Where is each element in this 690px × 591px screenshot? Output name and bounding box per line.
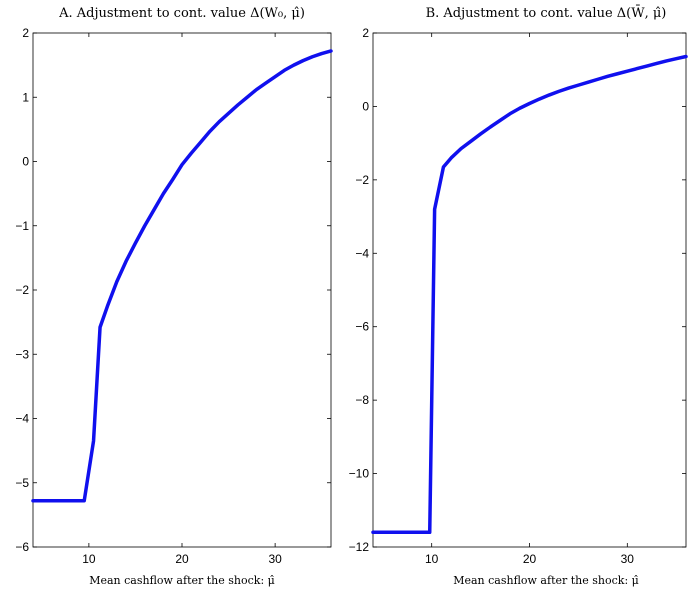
panel-b-series-line (371, 54, 688, 535)
y-tick-label: −6 (15, 540, 29, 554)
x-tick-label: 30 (268, 552, 282, 566)
y-tick-label: −2 (15, 283, 29, 297)
y-tick-label: 0 (22, 155, 29, 169)
x-tick-label: 20 (523, 552, 537, 566)
y-tick-label: −2 (355, 173, 369, 187)
x-tick-label: 10 (82, 552, 96, 566)
x-tick-label: 30 (621, 552, 635, 566)
y-tick-label: −3 (15, 347, 29, 361)
panel-a: A. Adjustment to cont. value Δ(W₀, μ̂) 2… (15, 6, 333, 587)
panel-a-x-axis-label: Mean cashflow after the shock: μ̂ (89, 574, 275, 587)
y-tick-label: −4 (15, 412, 29, 426)
y-tick-label: 2 (362, 26, 369, 40)
y-tick-label: −4 (355, 246, 369, 260)
panel-a-x-axis: 10 20 30 (82, 33, 282, 566)
panel-b-x-axis: 10 20 30 (425, 33, 634, 566)
y-tick-label: −8 (355, 393, 369, 407)
y-tick-label: −6 (355, 320, 369, 334)
y-tick-label: −1 (15, 219, 29, 233)
panel-b-x-axis-label: Mean cashflow after the shock: μ̂ (453, 574, 639, 587)
y-tick-label: 0 (362, 99, 369, 113)
x-tick-label: 10 (425, 552, 439, 566)
panel-a-y-axis: 2 1 0 −1 −2 −3 −4 −5 −6 (15, 26, 331, 554)
y-tick-label: −5 (15, 476, 29, 490)
panel-a-title: A. Adjustment to cont. value Δ(W₀, μ̂) (58, 6, 305, 21)
panel-a-series-line (31, 49, 333, 503)
y-tick-label: 1 (22, 90, 29, 104)
panel-b-y-axis: 2 0 −2 −4 −6 −8 −10 −12 (349, 26, 686, 554)
panel-b-title: B. Adjustment to cont. value Δ(W̄, μ̂) (426, 5, 667, 21)
panel-b-plot-frame (372, 32, 687, 548)
x-tick-label: 20 (175, 552, 189, 566)
y-tick-label: −10 (349, 467, 370, 481)
y-tick-label: −12 (349, 540, 370, 554)
panel-b: B. Adjustment to cont. value Δ(W̄, μ̂) 2… (349, 5, 688, 587)
y-tick-label: 2 (22, 26, 29, 40)
panel-a-plot-frame (32, 32, 332, 548)
